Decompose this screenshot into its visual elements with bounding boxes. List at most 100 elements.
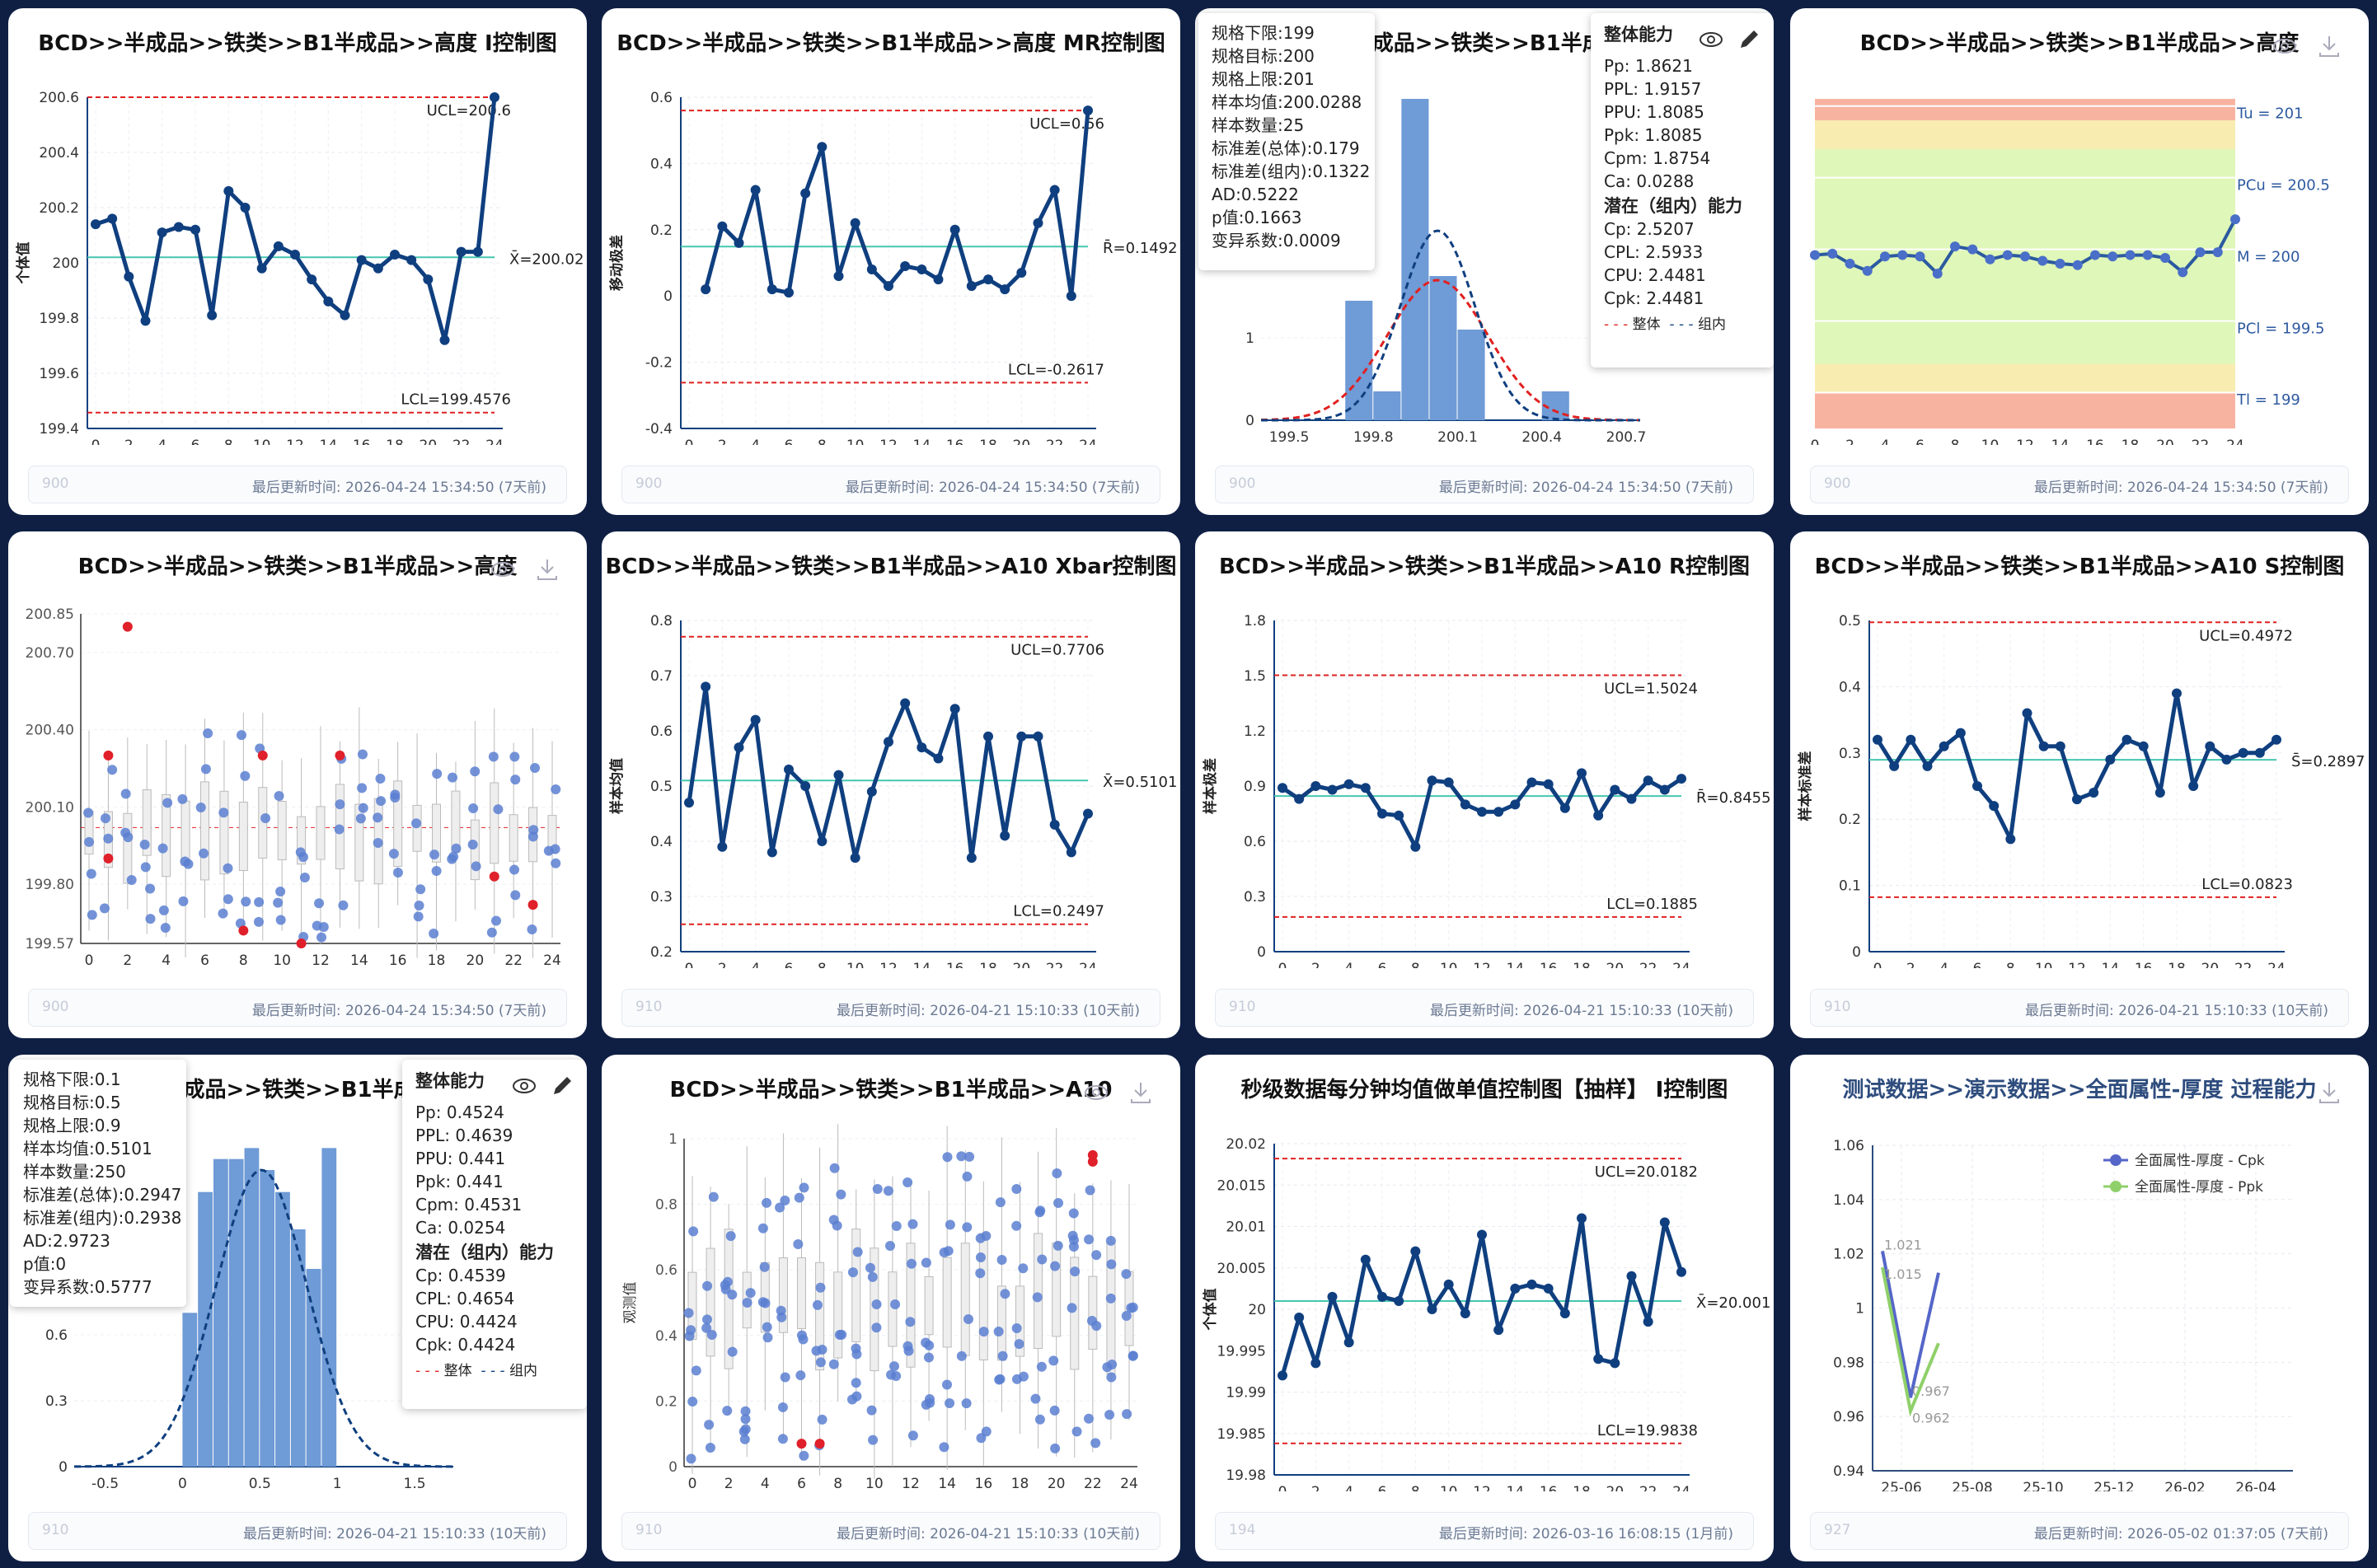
x-tick-label: 10 — [846, 438, 865, 445]
legend-within: 组内 — [1698, 316, 1727, 333]
download-icon[interactable] — [2316, 33, 2342, 59]
data-point — [2125, 250, 2136, 260]
data-point — [1310, 781, 1321, 791]
x-tick-label: 0.5 — [249, 1476, 271, 1491]
center-label: X̄=0.5101 — [1103, 773, 1177, 791]
observation-point — [817, 1414, 827, 1425]
observation-point — [1050, 1443, 1061, 1453]
footer-id: 900 — [1824, 475, 1851, 492]
x-tick-label: 20 — [2201, 961, 2220, 968]
card-footer: 910 最后更新时间: 2026-04-21 15:10:33 (10天前) — [1215, 989, 1754, 1027]
observation-point — [978, 1327, 989, 1337]
card-mr-chart: BCD>>半成品>>铁类>>B1半成品>>高度 MR控制图 -0.4 -0.2 0 0… — [602, 8, 1180, 515]
data-point — [323, 296, 334, 307]
edit-icon[interactable] — [549, 1073, 575, 1099]
observation-point — [413, 911, 424, 922]
outlier-point — [103, 853, 114, 864]
x-tick-label: 20 — [1013, 438, 1031, 445]
data-point — [1880, 251, 1890, 262]
data-point — [2107, 251, 2118, 262]
observation-point — [1053, 1198, 1064, 1209]
data-point — [1083, 808, 1093, 819]
card-footer: 900 最后更新时间: 2026-04-24 15:34:50 (7天前) — [1215, 466, 1754, 503]
stat-row: 规格上限:201 — [1212, 69, 1315, 89]
observation-point — [223, 863, 233, 873]
data-point — [1577, 1213, 1587, 1224]
y-tick-label: 0 — [668, 1459, 677, 1476]
x-tick-label: 8 — [818, 961, 827, 968]
observation-point — [996, 1254, 1007, 1265]
data-point — [406, 255, 417, 265]
chart-plot: 0.20.30.40.50.60.70.80246810121416182022… — [608, 613, 1177, 968]
observation-point — [431, 866, 442, 877]
stat-row: CPL: 2.5933 — [1604, 242, 1704, 262]
x-tick-label: 22 — [1046, 438, 1064, 445]
observation-point — [706, 1330, 717, 1341]
data-point — [800, 781, 811, 791]
x-tick-label: 200.7 — [1606, 429, 1647, 445]
observation-point — [705, 1443, 715, 1453]
data-point — [1327, 1291, 1338, 1302]
eye-icon[interactable] — [2272, 33, 2298, 59]
box — [833, 1271, 843, 1359]
eye-icon[interactable] — [490, 556, 516, 583]
download-icon[interactable] — [2316, 1079, 2342, 1106]
lcl-label: LCL=0.2497 — [1013, 903, 1104, 920]
box — [1034, 1233, 1043, 1349]
legend-marker — [2110, 1154, 2121, 1166]
observation-point — [1102, 1362, 1113, 1373]
observation-point — [799, 1450, 809, 1461]
x-tick-label: 200.1 — [1437, 429, 1478, 445]
x-tick-label: 24 — [2267, 961, 2286, 968]
data-point — [2160, 253, 2170, 264]
box — [432, 803, 441, 863]
stat-row: 标准差(组内):0.1322 — [1212, 161, 1371, 181]
data-point — [124, 271, 134, 282]
y-tick-label: 0.7 — [650, 668, 673, 685]
legend-label: 全面属性-厚度 - Cpk — [2135, 1153, 2265, 1169]
observation-point — [905, 1317, 916, 1327]
observation-point — [757, 1297, 768, 1308]
ucl-label: UCL=20.0182 — [1595, 1163, 1698, 1181]
data-point — [1310, 1358, 1321, 1369]
outlier-point — [257, 750, 268, 761]
zone-band — [1815, 392, 2235, 428]
y-tick-label: 0.5 — [1839, 613, 1861, 630]
x-tick-label: 10 — [846, 961, 865, 968]
box — [888, 1271, 898, 1347]
x-tick-label: 14 — [350, 953, 368, 968]
outlier-point — [238, 925, 249, 936]
stat-row: 标准差(组内):0.2938 — [23, 1208, 182, 1228]
edit-icon[interactable] — [1736, 26, 1762, 53]
observation-point — [335, 799, 345, 810]
data-point — [2172, 688, 2182, 699]
download-icon[interactable] — [534, 556, 560, 583]
data-point — [1873, 734, 1882, 745]
download-icon[interactable] — [1128, 1079, 1154, 1106]
data-point — [734, 237, 744, 248]
outlier-point — [814, 1439, 825, 1449]
data-point — [684, 798, 694, 808]
data-point — [1985, 254, 1995, 264]
data-point — [207, 310, 218, 321]
center-label: R̄=0.8455 — [1696, 789, 1771, 807]
y-tick-label: 1.5 — [1244, 668, 1266, 685]
data-point — [966, 281, 977, 292]
card-capability-histogram: BCD>>半成品>>铁类>>B1半成品>>A10 0 0.3 0.6 -0.5 0 0.5… — [8, 1055, 587, 1561]
data-point — [2221, 754, 2232, 765]
eye-icon[interactable] — [1083, 1079, 1109, 1106]
data-point — [900, 261, 911, 272]
card-individual-chart: 秒级数据每分钟均值做单值控制图【抽样】 I控制图 19.98 19.985 19.9… — [1195, 1055, 1774, 1561]
eye-icon[interactable] — [1698, 26, 1724, 53]
within-capability-title: 潜在（组内）能力 — [415, 1243, 554, 1262]
eye-icon[interactable] — [511, 1073, 537, 1099]
observation-point — [995, 1197, 1006, 1208]
box — [509, 814, 518, 862]
data-point — [307, 274, 317, 285]
observation-point — [836, 1189, 846, 1200]
data-point — [173, 222, 184, 232]
observation-point — [1090, 1438, 1101, 1449]
x-tick-label: 18 — [386, 438, 404, 445]
observation-point — [961, 1398, 972, 1409]
stat-row: Cp: 2.5207 — [1604, 219, 1695, 239]
